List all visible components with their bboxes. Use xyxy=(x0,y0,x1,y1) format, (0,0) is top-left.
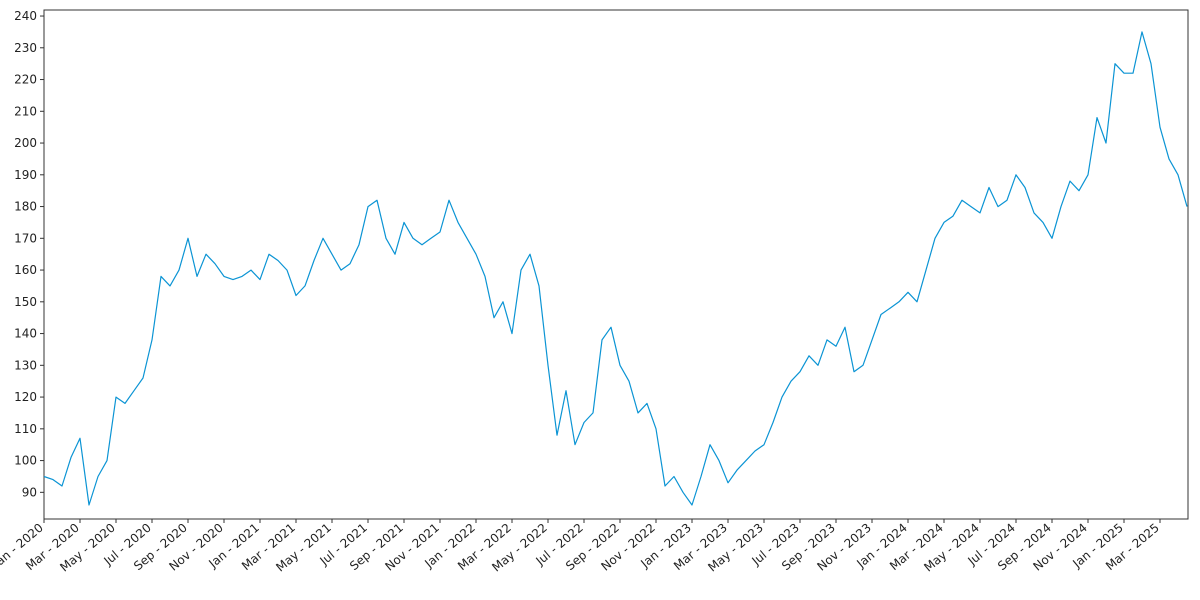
y-tick-label: 230 xyxy=(14,41,37,55)
y-tick-label: 150 xyxy=(14,295,37,309)
price-line xyxy=(43,31,1188,506)
y-tick-label: 140 xyxy=(14,327,37,341)
y-tick-label: 190 xyxy=(14,168,37,182)
y-tick-label: 210 xyxy=(14,104,37,118)
y-tick-label: 130 xyxy=(14,358,37,372)
y-tick-label: 240 xyxy=(14,9,37,23)
y-tick-label: 110 xyxy=(14,422,37,436)
y-tick-label: 170 xyxy=(14,231,37,245)
y-tick-label: 200 xyxy=(14,136,37,150)
plot-frame xyxy=(43,9,1189,520)
y-tick-label: 120 xyxy=(14,390,37,404)
y-tick-label: 160 xyxy=(14,263,37,277)
y-tick-label: 90 xyxy=(22,485,37,499)
y-tick-label: 180 xyxy=(14,200,37,214)
y-tick-label: 100 xyxy=(14,454,37,468)
y-tick-label: 220 xyxy=(14,73,37,87)
